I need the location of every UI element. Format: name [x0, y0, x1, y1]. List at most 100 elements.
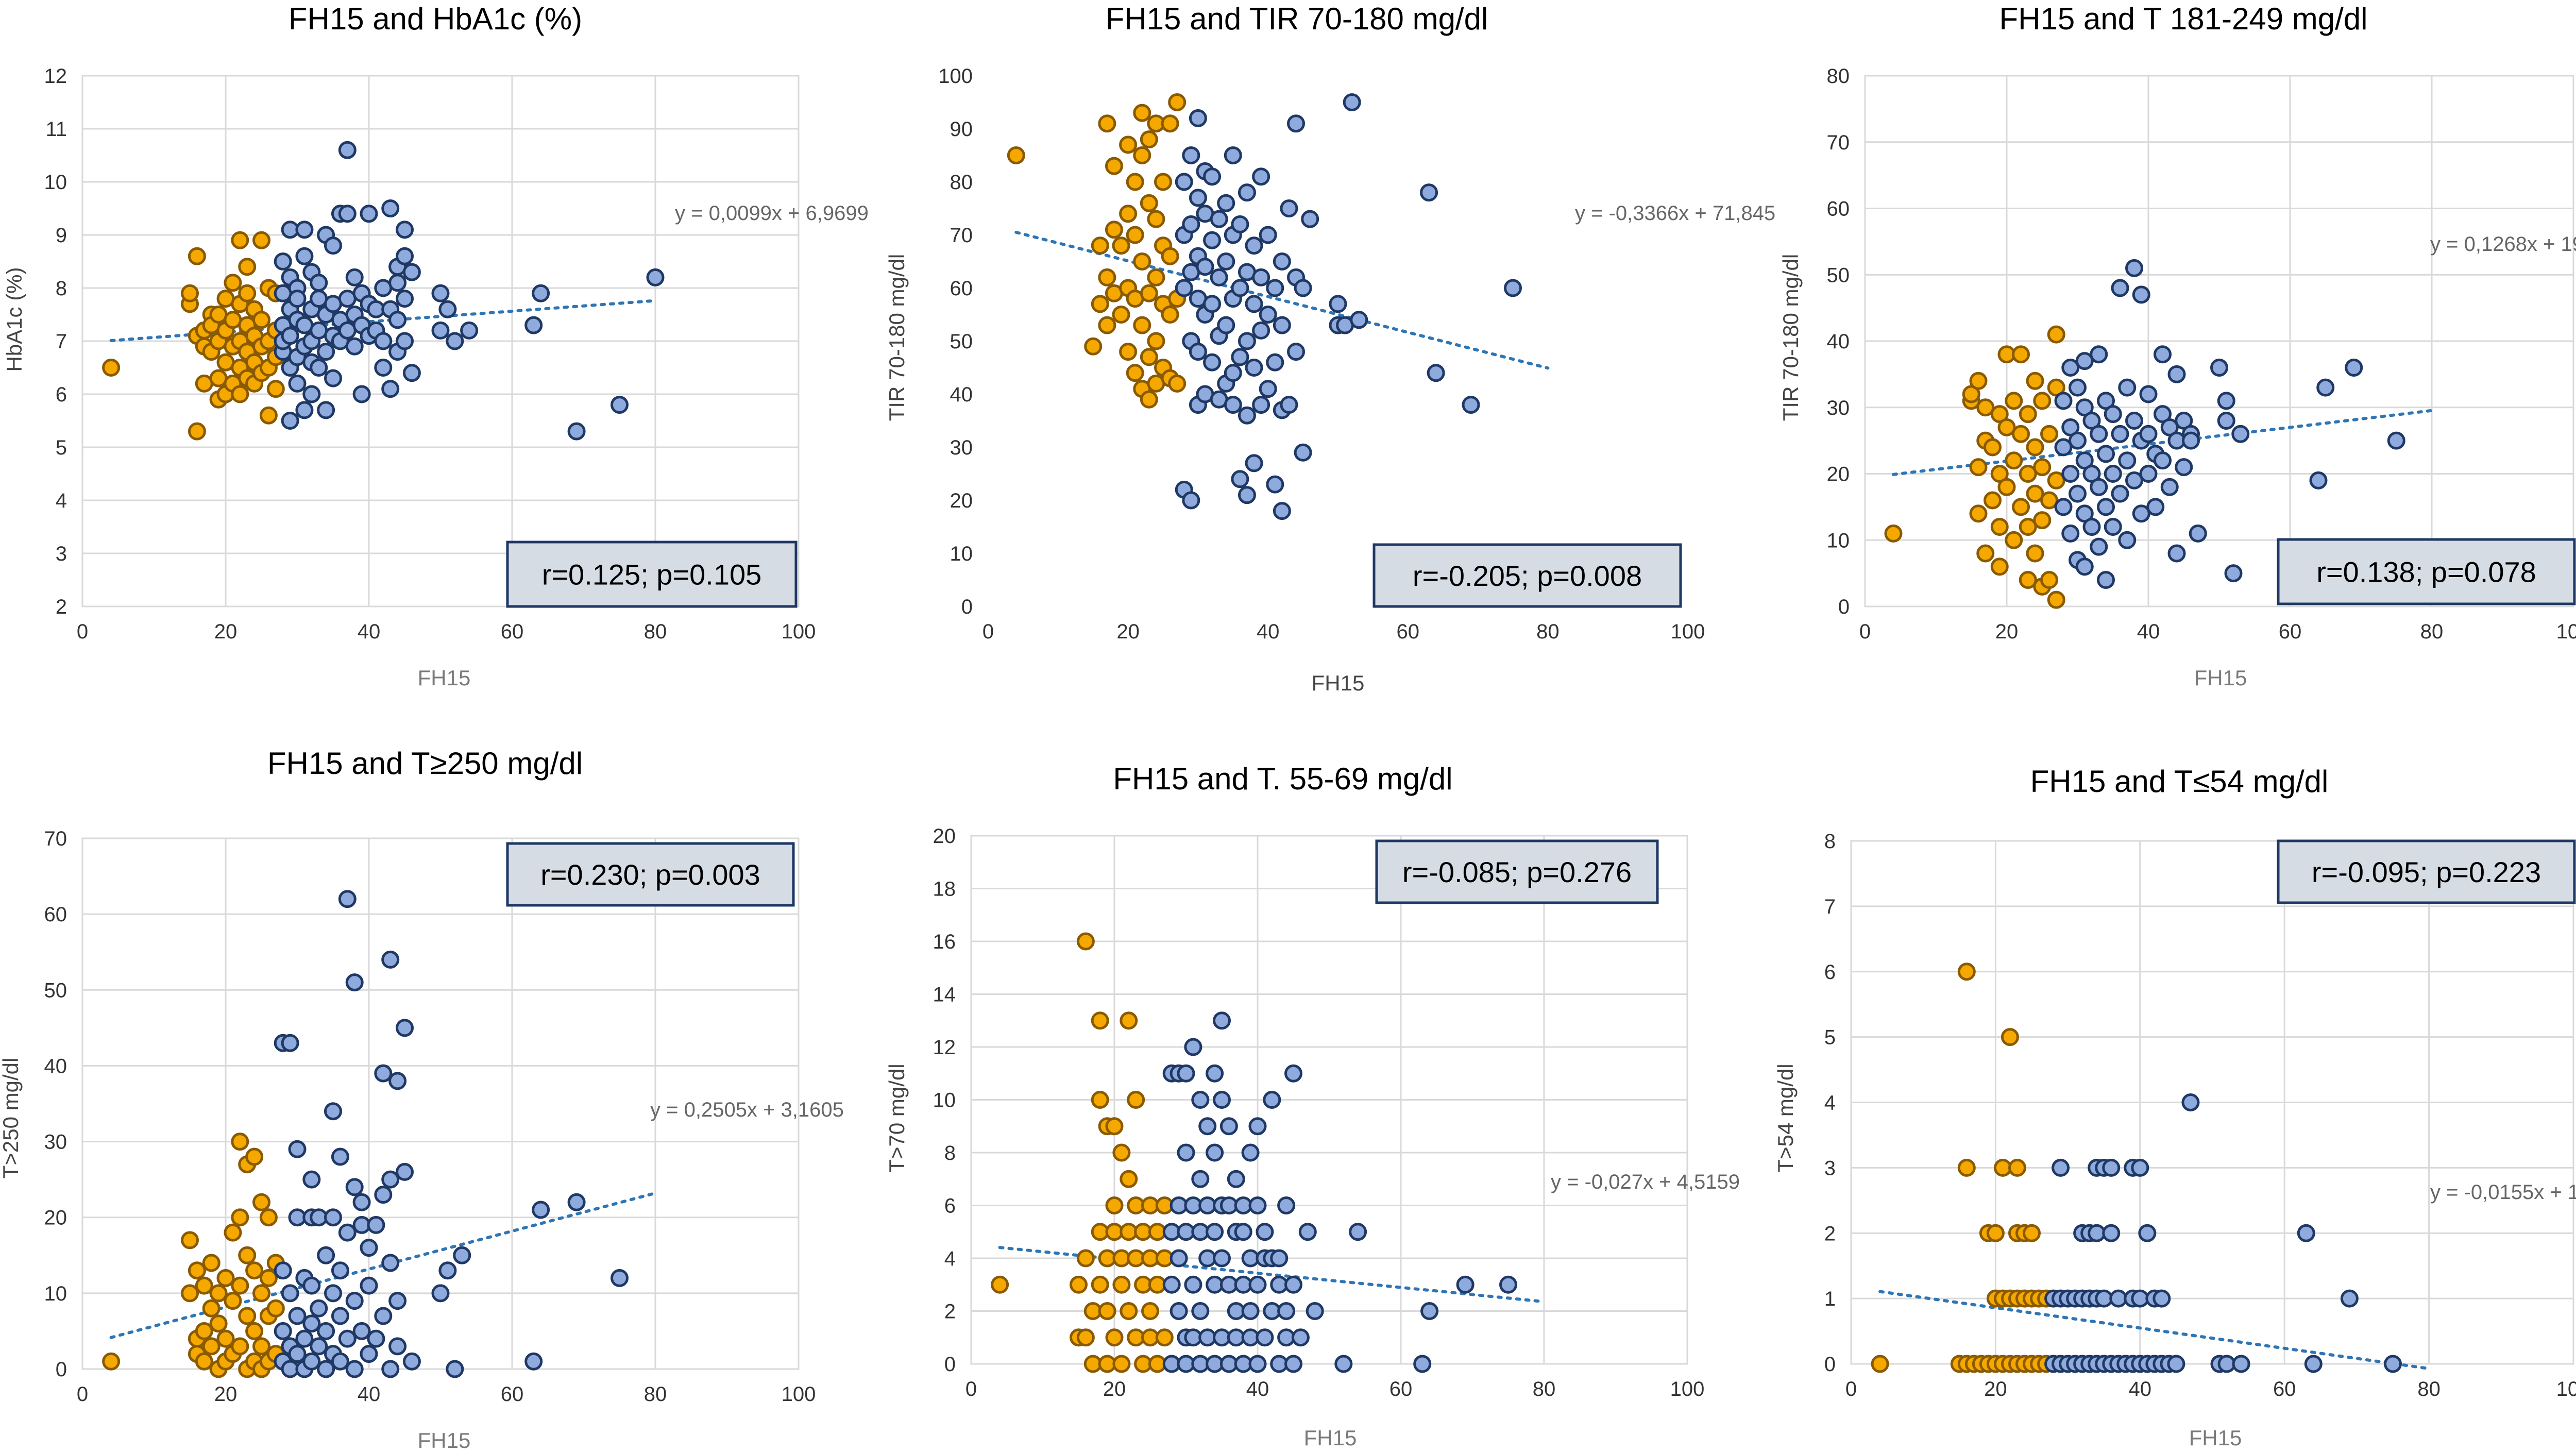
data-point [1091, 1091, 1109, 1109]
data-point [1993, 1158, 2012, 1177]
data-point [1280, 199, 1298, 217]
data-point [1245, 359, 1263, 377]
data-point [324, 1284, 342, 1303]
data-point [1098, 1302, 1116, 1320]
data-point [2104, 405, 2122, 424]
chart-title: FH15 and TIR 70-180 mg/dl [1106, 2, 1488, 36]
data-point [266, 380, 285, 398]
data-point [1177, 1064, 1195, 1083]
data-point [1306, 1302, 1324, 1320]
y-tick-label: 3 [1824, 1157, 1836, 1179]
trendline [1892, 409, 2433, 476]
data-point [1161, 114, 1179, 133]
data-point [1277, 1302, 1296, 1320]
y-tick-label: 40 [950, 383, 973, 406]
data-point [374, 332, 393, 350]
data-point [1256, 1223, 1274, 1241]
x-tick-label: 0 [982, 620, 994, 643]
y-tick-label: 0 [56, 1358, 67, 1381]
x-tick-label: 40 [1246, 1378, 1269, 1400]
data-point [1191, 1091, 1210, 1109]
x-tick-label: 0 [77, 1383, 88, 1406]
data-point [188, 247, 206, 265]
data-point [216, 1269, 235, 1287]
data-point [360, 205, 378, 223]
y-tick-label: 2 [944, 1301, 956, 1323]
data-point [102, 1352, 121, 1371]
data-point [1298, 1223, 1317, 1241]
x-tick-label: 20 [214, 1383, 238, 1406]
y-tick-label: 11 [45, 118, 67, 141]
x-tick-label: 60 [2279, 620, 2302, 643]
data-point [431, 1284, 450, 1303]
data-point [1291, 1328, 1310, 1347]
x-tick-label: 60 [1397, 620, 1420, 643]
data-point [1091, 295, 1109, 313]
data-point [567, 422, 586, 441]
data-point [1224, 364, 1242, 382]
data-point [2139, 385, 2158, 403]
data-point [224, 274, 242, 292]
data-point [1234, 1223, 1252, 1241]
data-point [1252, 396, 1270, 414]
data-point [1105, 221, 1123, 239]
y-tick-label: 4 [944, 1247, 956, 1270]
data-point [338, 890, 357, 908]
data-point [402, 1352, 421, 1371]
data-point [188, 1261, 206, 1280]
data-point [2111, 425, 2129, 443]
data-point [2146, 498, 2165, 516]
data-point [1189, 109, 1207, 127]
data-point [2217, 392, 2235, 410]
data-point [388, 1337, 407, 1356]
data-point [1112, 1275, 1131, 1294]
data-point [310, 1299, 328, 1318]
data-point [1217, 194, 1235, 212]
data-point [2297, 1224, 2315, 1242]
data-point [1238, 406, 1256, 425]
data-point [2217, 1355, 2236, 1373]
data-point [2026, 544, 2044, 563]
data-point [1175, 279, 1193, 297]
data-point [396, 332, 414, 350]
data-point [1248, 1355, 1267, 1373]
data-point [1287, 343, 1306, 361]
stat-box [1375, 839, 1659, 904]
data-point [1219, 1117, 1238, 1136]
data-point [2061, 359, 2080, 377]
data-point [2012, 498, 2030, 516]
data-point [1957, 963, 1976, 981]
data-point [2012, 345, 2030, 364]
data-point [252, 1284, 270, 1303]
data-point [1224, 146, 1242, 164]
data-point [388, 1292, 407, 1310]
x-tick-label: 20 [1116, 620, 1140, 643]
stat-label: r=0.125; p=0.105 [542, 559, 762, 591]
data-point [1266, 475, 1284, 494]
x-tick-label: 40 [2137, 620, 2160, 643]
data-point [1170, 1249, 1188, 1268]
stat-label: r=-0.205; p=0.008 [1413, 560, 1642, 592]
trendline [1878, 1290, 2431, 1371]
data-point [1284, 1275, 1302, 1294]
data-point [231, 1276, 249, 1295]
data-point [1126, 173, 1144, 191]
data-point [1126, 226, 1144, 244]
data-point [1112, 237, 1130, 255]
data-point [1245, 295, 1263, 313]
data-point [2005, 392, 2023, 410]
chart-panel-t55-69: FH15 and T. 55-69 mg/dl T>70 mg/dl FH15 … [885, 762, 1740, 1450]
x-tick-label: 100 [2556, 620, 2576, 643]
data-point [331, 1352, 349, 1371]
data-point [2125, 471, 2143, 489]
data-point [1147, 210, 1165, 228]
data-point [2153, 1289, 2171, 1308]
y-tick-label: 9 [56, 224, 67, 247]
data-point [532, 1201, 550, 1219]
x-tick-label: 0 [965, 1378, 977, 1400]
data-point [1256, 1328, 1274, 1347]
data-point [1213, 1249, 1231, 1268]
plot-border [81, 837, 800, 1370]
data-point [2012, 425, 2030, 443]
